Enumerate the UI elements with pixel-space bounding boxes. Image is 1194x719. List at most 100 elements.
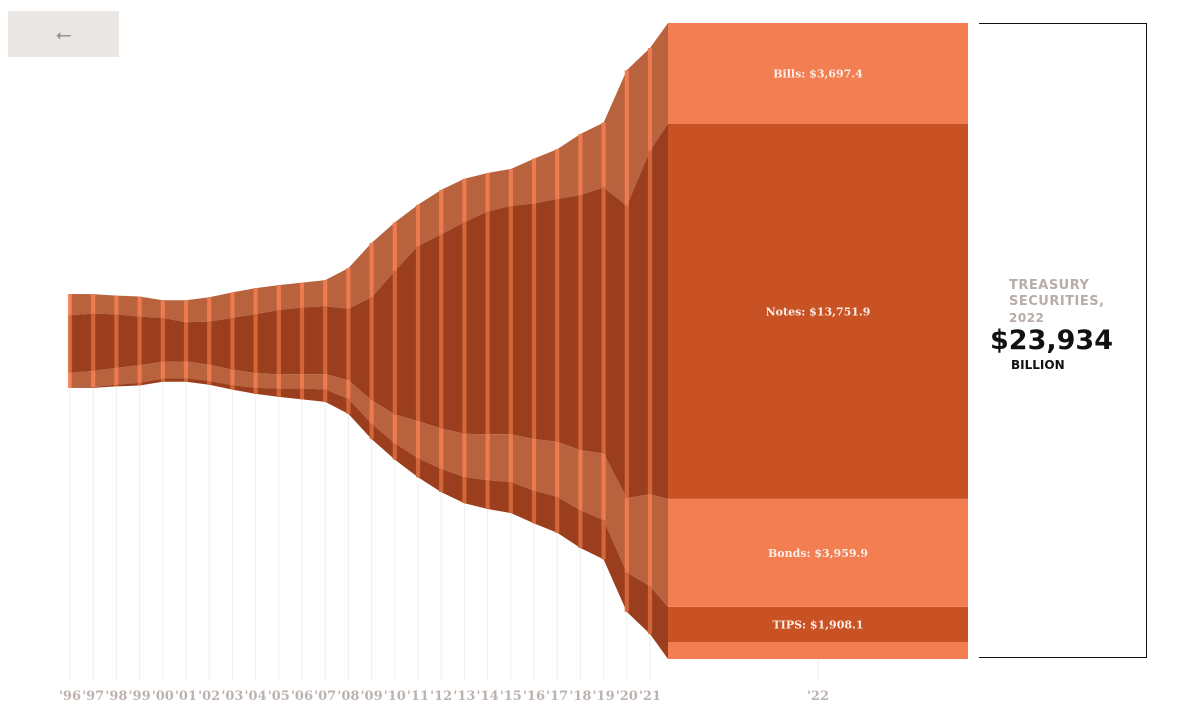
tick-label: '00 bbox=[152, 689, 174, 704]
year-band bbox=[160, 317, 165, 362]
year-band bbox=[555, 441, 560, 497]
tick-label: '02 bbox=[198, 689, 220, 704]
year-band bbox=[137, 365, 142, 383]
tick-label: '01 bbox=[175, 689, 197, 704]
year-band bbox=[253, 387, 258, 394]
year-band bbox=[415, 204, 421, 247]
year-band bbox=[624, 70, 629, 206]
year-band bbox=[578, 134, 583, 196]
year-band bbox=[531, 439, 537, 491]
year-band bbox=[624, 498, 629, 573]
year-band bbox=[531, 158, 537, 204]
year-band bbox=[462, 222, 467, 434]
year-band bbox=[485, 173, 490, 212]
year-band bbox=[647, 150, 653, 495]
year-band bbox=[253, 314, 258, 374]
year-band bbox=[253, 288, 258, 315]
year-band bbox=[647, 48, 653, 151]
tick-label: '22 bbox=[807, 689, 829, 704]
segment-2022-notes bbox=[668, 123, 968, 499]
year-band bbox=[183, 378, 189, 382]
year-band bbox=[207, 364, 212, 381]
year-band bbox=[276, 310, 281, 375]
tick-label: '10 bbox=[384, 689, 406, 704]
tick-label: '09 bbox=[361, 689, 383, 704]
year-band bbox=[392, 443, 397, 460]
segment-2022-base bbox=[668, 642, 968, 659]
tick-label: '21 bbox=[639, 689, 661, 704]
year-band bbox=[346, 380, 351, 399]
year-band bbox=[601, 122, 606, 188]
year-band bbox=[299, 374, 305, 389]
total-panel bbox=[979, 23, 1147, 658]
year-band bbox=[299, 282, 305, 308]
tick-label: '17 bbox=[546, 689, 568, 704]
tick-label: '08 bbox=[337, 689, 359, 704]
year-band bbox=[555, 149, 560, 199]
year-band bbox=[485, 434, 490, 481]
tick-label: '13 bbox=[453, 689, 475, 704]
year-band bbox=[508, 482, 513, 513]
back-button[interactable]: ⭠ bbox=[8, 11, 119, 57]
tick-label: '96 bbox=[59, 689, 81, 704]
segment-label-bills: Bills: $3,697.4 bbox=[773, 67, 863, 80]
year-band bbox=[114, 384, 119, 387]
year-band bbox=[439, 428, 444, 469]
year-band bbox=[114, 314, 119, 368]
year-band bbox=[601, 453, 606, 520]
back-arrow-icon: ⭠ bbox=[55, 22, 72, 46]
year-band bbox=[369, 242, 374, 298]
year-band bbox=[230, 369, 235, 386]
year-band bbox=[369, 423, 374, 440]
year-band bbox=[508, 434, 513, 482]
year-band bbox=[508, 169, 513, 206]
tick-label: '18 bbox=[569, 689, 591, 704]
year-band bbox=[91, 313, 96, 371]
year-band bbox=[555, 496, 560, 533]
tick-label: '05 bbox=[268, 689, 290, 704]
history-area-notes bbox=[70, 123, 668, 499]
year-band bbox=[392, 414, 397, 444]
history-area-tips bbox=[70, 378, 668, 659]
year-band bbox=[601, 187, 606, 454]
year-band bbox=[323, 280, 328, 307]
year-band bbox=[462, 477, 467, 504]
year-band bbox=[647, 494, 653, 587]
year-band bbox=[114, 295, 119, 315]
year-band bbox=[230, 385, 235, 390]
year-band bbox=[415, 421, 421, 459]
segment-label-notes: Notes: $13,751.9 bbox=[766, 305, 871, 318]
year-band bbox=[624, 572, 629, 612]
tick-label: '12 bbox=[430, 689, 452, 704]
year-band bbox=[578, 510, 583, 548]
year-band bbox=[183, 300, 189, 323]
year-band bbox=[207, 380, 212, 385]
year-band bbox=[230, 317, 235, 370]
segment-2022-bonds bbox=[668, 498, 968, 607]
year-band bbox=[160, 378, 165, 382]
year-band bbox=[183, 361, 189, 379]
tick-label: '16 bbox=[523, 689, 545, 704]
year-band bbox=[439, 234, 444, 429]
year-band bbox=[91, 294, 96, 314]
year-band bbox=[346, 398, 351, 414]
tick-label: '06 bbox=[291, 689, 313, 704]
year-band bbox=[462, 178, 467, 223]
history-area-bonds bbox=[70, 361, 668, 607]
tick-label: '15 bbox=[500, 689, 522, 704]
year-band bbox=[230, 292, 235, 318]
year-band bbox=[183, 322, 189, 362]
year-band bbox=[207, 321, 212, 365]
year-band bbox=[253, 373, 258, 388]
year-band bbox=[415, 246, 421, 421]
year-band bbox=[323, 374, 328, 390]
year-band bbox=[415, 458, 421, 478]
total-value: $23,934 bbox=[990, 325, 1113, 356]
year-band bbox=[369, 297, 374, 401]
segment-label-tips: TIPS: $1,908.1 bbox=[772, 619, 863, 632]
year-band bbox=[346, 268, 351, 309]
year-band bbox=[392, 271, 397, 415]
year-band bbox=[91, 371, 96, 387]
year-band bbox=[137, 296, 142, 317]
